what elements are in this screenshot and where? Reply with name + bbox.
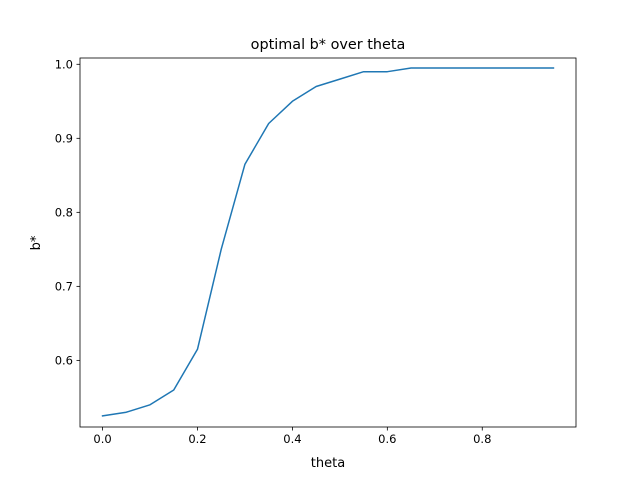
- x-tick-label: 0.0: [93, 432, 111, 446]
- y-tick-label: 0.8: [55, 205, 73, 219]
- axes-frame: [79, 57, 577, 428]
- y-tick-label: 0.7: [55, 279, 73, 293]
- x-tick-label: 0.2: [188, 432, 206, 446]
- plot-layer: [101, 67, 555, 417]
- y-axis-label: b*: [29, 235, 44, 250]
- y-tick-label: 0.6: [55, 353, 73, 367]
- x-axis-label: theta: [311, 456, 345, 471]
- y-tick-label: 1.0: [55, 57, 73, 71]
- x-tick-label: 0.4: [283, 432, 301, 446]
- series-line: [101, 67, 555, 417]
- chart-title: optimal b* over theta: [251, 37, 406, 53]
- y-tick-label: 0.9: [55, 131, 73, 145]
- x-tick-label: 0.8: [473, 432, 491, 446]
- axes-layer: 0.0 0.2 0.4 0.6 0.8 0.6 0.7 0.8 0.9 1.0: [55, 57, 577, 446]
- x-tick-label: 0.6: [378, 432, 396, 446]
